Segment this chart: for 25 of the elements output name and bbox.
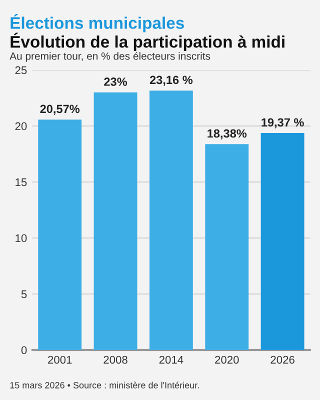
x-tick-label: 2014	[159, 356, 184, 364]
bar	[260, 133, 304, 350]
y-tick-label: 20	[15, 122, 27, 130]
data-label: 23%	[104, 78, 128, 86]
x-tick-label: 2026	[270, 356, 294, 364]
x-tick-label: 2001	[48, 356, 72, 364]
y-tick-label: 5	[21, 290, 27, 298]
y-tick-label: 0	[21, 346, 27, 354]
chart-title: Élections municipales	[10, 14, 184, 32]
data-label: 19,37 %	[262, 118, 304, 128]
y-tick-label: 10	[16, 234, 27, 242]
data-label: 20,57%	[40, 104, 80, 115]
y-tick-label: 15	[16, 178, 27, 186]
y-tick-label: 25	[15, 66, 27, 74]
chart-subtitle: Évolution de la participation à midi	[10, 32, 284, 52]
data-label: 23,16 %	[150, 76, 193, 86]
x-tick-label: 2008	[104, 356, 128, 364]
x-tick-label: 2020	[215, 356, 239, 364]
bar	[38, 120, 82, 350]
bar	[205, 144, 249, 350]
y-axis-title: Au premier tour, en % des électeurs inscrits	[10, 52, 210, 62]
bar	[94, 92, 138, 350]
text: 15 mars 2026 • Source : ministère de l'Intérieur.	[10, 382, 199, 388]
data-label: 18,38%	[208, 129, 247, 140]
bar	[149, 90, 193, 350]
